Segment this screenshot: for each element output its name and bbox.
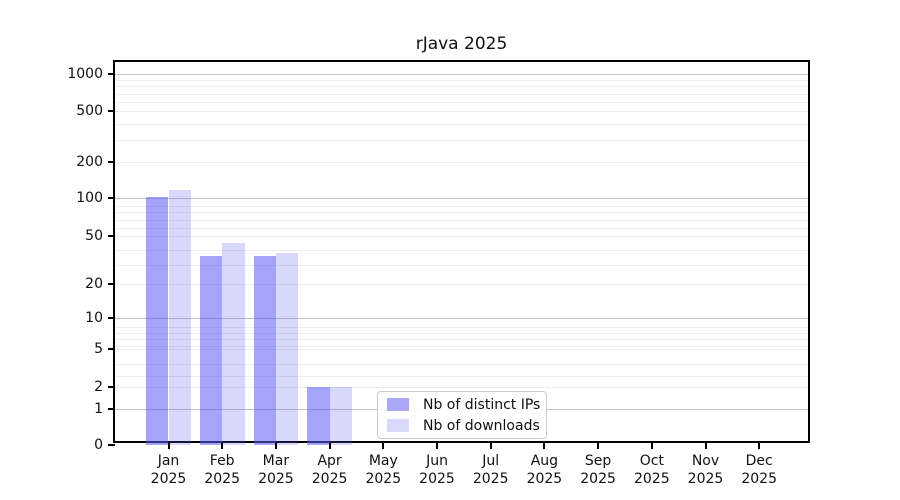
minor-gridline <box>115 375 808 377</box>
x-tick-mark <box>382 443 385 449</box>
y-tick-mark <box>108 317 115 319</box>
y-tick-label: 50 <box>85 228 103 244</box>
minor-gridline <box>115 326 808 328</box>
x-tick-mark <box>328 443 331 449</box>
x-tick-mark <box>167 443 170 449</box>
minor-gridline <box>115 111 808 112</box>
x-tick-label: Dec 2025 <box>741 453 777 487</box>
bar-distinct-ips-mar <box>253 256 276 445</box>
y-tick-label: 1 <box>94 401 103 417</box>
bar-downloads-apr <box>329 387 352 445</box>
y-tick-label: 5 <box>94 341 103 357</box>
x-tick-label: Jun 2025 <box>419 453 455 487</box>
x-tick-label: Nov 2025 <box>687 453 724 487</box>
minor-gridline <box>115 212 808 214</box>
x-tick-label: Mar 2025 <box>258 453 294 487</box>
bar-distinct-ips-feb <box>199 256 223 445</box>
minor-gridline <box>115 206 808 208</box>
y-tick-mark <box>108 197 115 199</box>
minor-gridline <box>115 346 808 348</box>
y-tick-mark <box>108 73 115 75</box>
major-gridline <box>115 318 808 319</box>
legend-row: Nb of downloads <box>378 417 546 434</box>
legend-row: Nb of distinct IPs <box>378 396 546 413</box>
x-tick-mark <box>758 443 761 449</box>
major-gridline <box>115 74 808 75</box>
y-tick-mark <box>108 444 115 446</box>
legend-swatch-downloads <box>387 419 409 432</box>
y-tick-mark <box>108 110 115 112</box>
bar-distinct-ips-apr <box>307 387 330 445</box>
x-tick-label: Jan 2025 <box>150 453 187 487</box>
y-tick-label: 1000 <box>67 66 103 82</box>
y-tick-label: 100 <box>76 190 103 206</box>
x-tick-label: May 2025 <box>365 453 402 487</box>
minor-gridline <box>115 249 808 251</box>
y-tick-label: 10 <box>85 310 103 326</box>
bar-downloads-feb <box>222 242 245 445</box>
minor-gridline <box>115 93 808 95</box>
y-tick-mark <box>108 408 115 410</box>
y-tick-mark <box>108 161 115 163</box>
minor-gridline <box>115 332 808 334</box>
legend: Nb of distinct IPs Nb of downloads <box>377 391 547 439</box>
x-tick-label: Aug 2025 <box>526 453 563 487</box>
x-tick-label: Apr 2025 <box>311 453 348 487</box>
minor-gridline <box>115 140 808 142</box>
y-tick-label: 200 <box>76 154 103 170</box>
y-tick-mark <box>108 283 115 285</box>
chart-title: rJava 2025 <box>415 34 508 54</box>
major-gridline <box>115 198 808 199</box>
x-tick-mark <box>704 443 707 449</box>
minor-gridline <box>115 219 808 221</box>
bar-downloads-mar <box>275 253 299 445</box>
minor-gridline <box>115 79 808 81</box>
x-tick-mark <box>436 443 438 449</box>
y-tick-mark <box>108 348 115 350</box>
bar-downloads-jan <box>168 189 191 445</box>
y-tick-label: 20 <box>85 276 103 292</box>
minor-gridline <box>115 228 808 230</box>
x-tick-label: Feb 2025 <box>204 453 240 487</box>
plot-area: 0 1 2 5 10 20 50 100 200 500 1000 Jan 2025 Feb 2025 Mar… <box>67 60 810 487</box>
x-tick-mark <box>543 443 546 449</box>
x-tick-mark <box>597 443 600 449</box>
y-tick-mark <box>108 386 115 388</box>
x-tick-mark <box>489 443 492 449</box>
y-tick-mark <box>108 235 115 237</box>
x-tick-mark <box>650 443 653 449</box>
minor-gridline <box>115 338 808 340</box>
minor-gridline <box>115 364 808 366</box>
minor-gridline <box>115 124 808 126</box>
legend-label-distinct-ips: Nb of distinct IPs <box>423 396 541 413</box>
x-tick-mark <box>221 443 224 449</box>
minor-gridline <box>115 162 808 163</box>
legend-label-downloads: Nb of downloads <box>423 417 540 434</box>
y-tick-label: 2 <box>94 379 103 395</box>
minor-gridline <box>115 102 808 104</box>
minor-gridline <box>115 86 808 88</box>
minor-gridline <box>115 387 808 388</box>
legend-swatch-distinct-ips <box>387 398 409 411</box>
minor-gridline <box>115 236 808 237</box>
x-tick-label: Oct 2025 <box>633 453 670 487</box>
minor-gridline <box>115 349 808 350</box>
x-tick-label: Sep 2025 <box>580 453 616 487</box>
bar-distinct-ips-jan <box>146 196 169 445</box>
x-tick-label: Jul 2025 <box>472 453 509 487</box>
y-tick-label: 0 <box>94 437 103 453</box>
minor-gridline <box>115 284 808 285</box>
y-tick-label: 500 <box>76 103 103 119</box>
minor-gridline <box>115 265 808 267</box>
x-tick-mark <box>274 443 277 449</box>
